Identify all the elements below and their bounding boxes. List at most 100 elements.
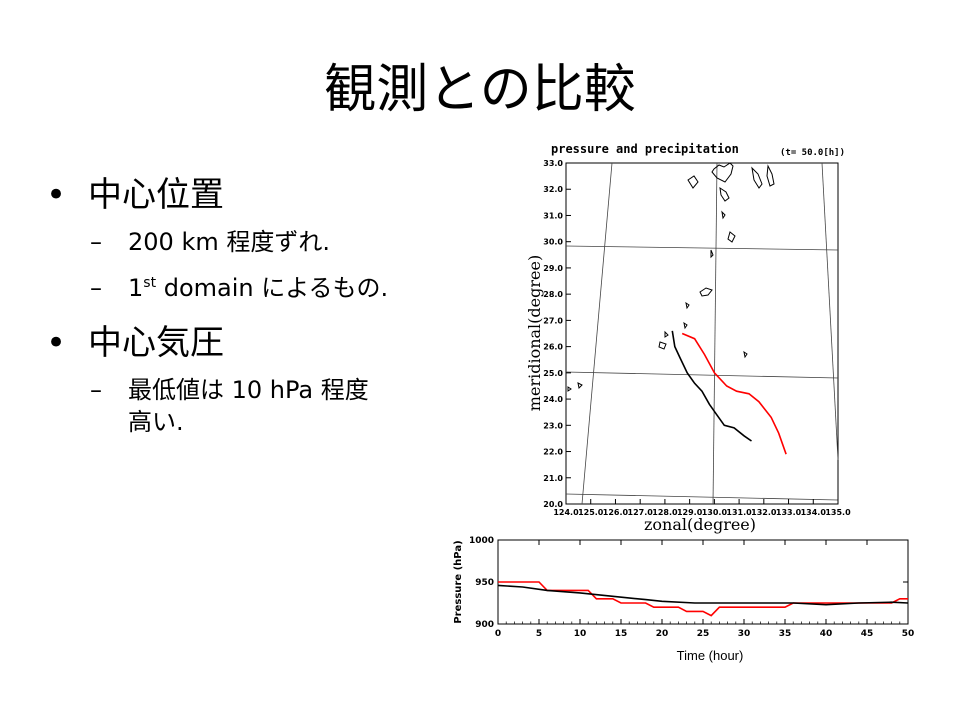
ts-ytick-label: 900 bbox=[475, 620, 494, 630]
coastline bbox=[664, 330, 669, 338]
sub-bullet-domain: – 1st domain によるもの. bbox=[40, 272, 480, 304]
bullet-heading: 中心気圧 bbox=[88, 323, 224, 363]
bullet-heading: 中心位置 bbox=[88, 175, 224, 215]
bullet-dot: • bbox=[46, 323, 67, 363]
sub-bullet-dash: – bbox=[90, 228, 102, 256]
sub-bullet-text: 最低値は 10 hPa 程度 bbox=[128, 376, 369, 404]
bullet-list: • 中心位置 – 200 km 程度ずれ. – 1st domain によるもの… bbox=[40, 170, 480, 452]
graticule-lat-line bbox=[565, 245, 839, 251]
map-ytick-label: 23.0 bbox=[543, 421, 563, 430]
map-frame bbox=[565, 162, 839, 505]
map-ticks: 20.0 21.0 22.0 23.0 24.0 25.0 26.0 27.0 28.0 29.0… bbox=[543, 159, 851, 517]
ts-xtick-label: 10 bbox=[574, 629, 587, 639]
map-ylabel: meridional(degree) bbox=[525, 255, 544, 411]
ts-xtick-label: 20 bbox=[656, 629, 669, 639]
sub-bullet-superscript: st bbox=[143, 275, 157, 291]
sub-bullet-minimum: – 最低値は 10 hPa 程度 高い. bbox=[40, 374, 480, 438]
coastline bbox=[567, 386, 572, 392]
map-xtick-label: 130.0 bbox=[702, 508, 728, 517]
map-ytick-label: 22.0 bbox=[543, 448, 563, 457]
coastline bbox=[710, 249, 714, 259]
ts-xlabel: Time (hour) bbox=[677, 648, 744, 663]
coastline bbox=[687, 175, 699, 189]
sub-bullet-text-post: domain によるもの. bbox=[156, 274, 389, 302]
graticule-lat-line bbox=[565, 371, 839, 379]
map-xtick-label: 124.0 bbox=[553, 508, 579, 517]
coastline bbox=[683, 321, 688, 330]
map-xtick-label: 132.0 bbox=[751, 508, 777, 517]
map-graticule bbox=[565, 162, 839, 505]
graticule-lon-line bbox=[712, 162, 718, 505]
slide-title: 観測との比較 bbox=[324, 60, 636, 120]
map-xtick-label: 125.0 bbox=[578, 508, 604, 517]
map-ytick-label: 25.0 bbox=[543, 369, 563, 378]
coastline bbox=[685, 301, 690, 310]
map-ytick-label: 33.0 bbox=[543, 159, 563, 168]
map-ytick-label: 20.0 bbox=[543, 500, 563, 509]
ts-xtick-label: 50 bbox=[902, 629, 915, 639]
map-xtick-label: 128.0 bbox=[652, 508, 678, 517]
ts-ticks: 0 5 10 15 20 25 30 35 40 45 50 900 950 1000 bbox=[469, 536, 914, 639]
ts-xtick-label: 15 bbox=[615, 629, 628, 639]
map-title: pressure and precipitation bbox=[551, 142, 739, 156]
ts-ylabel: Pressure (hPa) bbox=[453, 540, 464, 623]
map-ytick-label: 21.0 bbox=[543, 474, 563, 483]
ts-pressure-line-1 bbox=[497, 584, 909, 606]
sub-bullet-dash: – bbox=[90, 376, 102, 404]
ts-xtick-label: 40 bbox=[820, 629, 833, 639]
map-coastlines bbox=[567, 162, 775, 392]
ts-pressure-line-0 bbox=[498, 581, 908, 617]
sub-bullet-text-pre: 1 bbox=[128, 274, 144, 302]
map-track-line-0 bbox=[681, 332, 787, 455]
map-track-line-1 bbox=[671, 330, 752, 442]
coastline bbox=[699, 287, 713, 297]
map-xtick-label: 127.0 bbox=[628, 508, 654, 517]
map-xtick-label: 131.0 bbox=[726, 508, 752, 517]
map-xtick-label: 135.0 bbox=[825, 508, 851, 517]
ts-ytick-label: 950 bbox=[475, 578, 494, 588]
coastline bbox=[721, 210, 726, 220]
coastline bbox=[719, 186, 730, 202]
map-ytick-label: 32.0 bbox=[543, 185, 563, 194]
sub-bullet-offset: – 200 km 程度ずれ. bbox=[40, 226, 480, 258]
coastline bbox=[658, 341, 667, 350]
map-xtick-label: 126.0 bbox=[603, 508, 629, 517]
sub-bullet-dash: – bbox=[90, 274, 102, 302]
map-ytick-label: 24.0 bbox=[543, 395, 563, 404]
ts-xtick-label: 25 bbox=[697, 629, 710, 639]
coastline bbox=[751, 166, 763, 189]
bullet-dot: • bbox=[46, 175, 67, 215]
map-ytick-label: 28.0 bbox=[543, 290, 563, 299]
map-ytick-label: 27.0 bbox=[543, 316, 563, 325]
sub-bullet-text-line2: 高い. bbox=[128, 408, 184, 436]
map-series bbox=[671, 330, 787, 455]
ts-series bbox=[497, 581, 909, 617]
graticule-lat-line bbox=[565, 493, 839, 501]
graticule-lon-line bbox=[581, 162, 613, 505]
ts-xtick-label: 45 bbox=[861, 629, 874, 639]
sub-bullet-text: 200 km 程度ずれ. bbox=[128, 228, 330, 256]
coastline bbox=[577, 382, 583, 390]
map-ytick-label: 29.0 bbox=[543, 264, 563, 273]
map-ytick-label: 31.0 bbox=[543, 211, 563, 220]
ts-xtick-label: 0 bbox=[495, 629, 501, 639]
coastline bbox=[743, 350, 748, 359]
map-xtick-label: 133.0 bbox=[776, 508, 802, 517]
ts-xtick-label: 5 bbox=[536, 629, 542, 639]
bullet-center-pressure: • 中心気圧 bbox=[40, 318, 480, 368]
coastline bbox=[711, 162, 734, 183]
coastline bbox=[727, 231, 736, 243]
map-ytick-label: 30.0 bbox=[543, 238, 563, 247]
map-subtitle: (t= 50.0[h]) bbox=[780, 148, 845, 158]
coastline bbox=[766, 164, 775, 187]
ts-xtick-label: 35 bbox=[779, 629, 792, 639]
map-xtick-label: 129.0 bbox=[677, 508, 703, 517]
map-xtick-label: 134.0 bbox=[801, 508, 827, 517]
map-ytick-label: 26.0 bbox=[543, 343, 563, 352]
bullet-center-position: • 中心位置 bbox=[40, 170, 480, 220]
ts-xtick-label: 30 bbox=[738, 629, 751, 639]
map-xlabel: zonal(degree) bbox=[644, 515, 756, 534]
graticule-lon-line bbox=[821, 162, 839, 461]
